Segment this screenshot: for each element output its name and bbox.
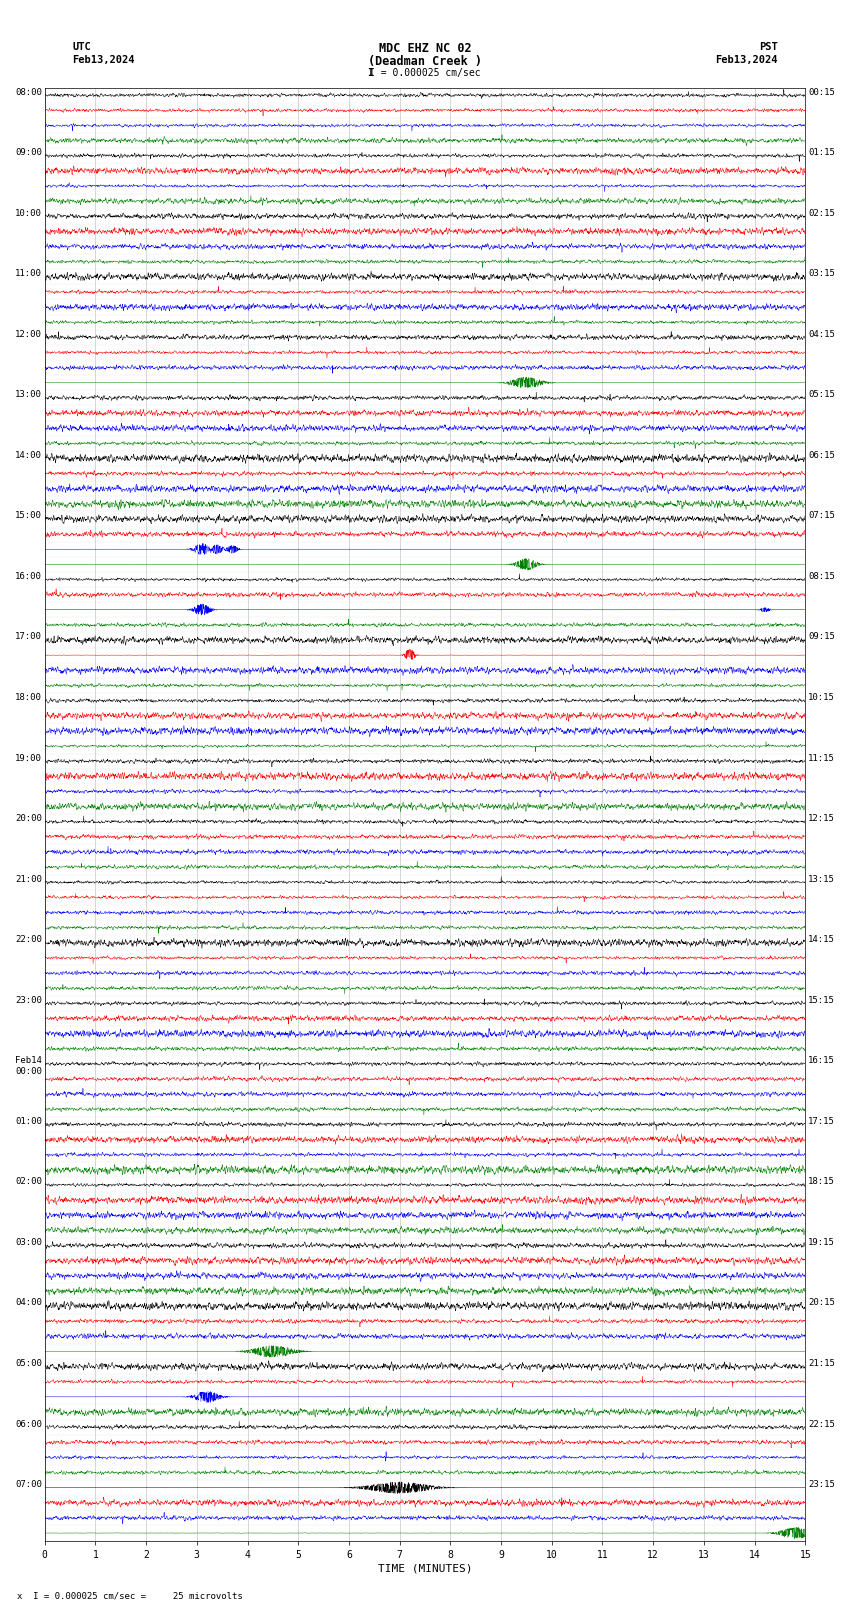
- Text: (Deadman Creek ): (Deadman Creek ): [368, 55, 482, 68]
- Text: UTC: UTC: [72, 42, 91, 52]
- Text: I = 0.000025 cm/sec: I = 0.000025 cm/sec: [369, 68, 481, 77]
- Text: Feb13,2024: Feb13,2024: [72, 55, 135, 65]
- Text: Feb13,2024: Feb13,2024: [715, 55, 778, 65]
- Text: I: I: [367, 68, 372, 77]
- X-axis label: TIME (MINUTES): TIME (MINUTES): [377, 1565, 473, 1574]
- Text: MDC EHZ NC 02: MDC EHZ NC 02: [379, 42, 471, 55]
- Text: x  I = 0.000025 cm/sec =     25 microvolts: x I = 0.000025 cm/sec = 25 microvolts: [17, 1590, 243, 1600]
- Text: PST: PST: [759, 42, 778, 52]
